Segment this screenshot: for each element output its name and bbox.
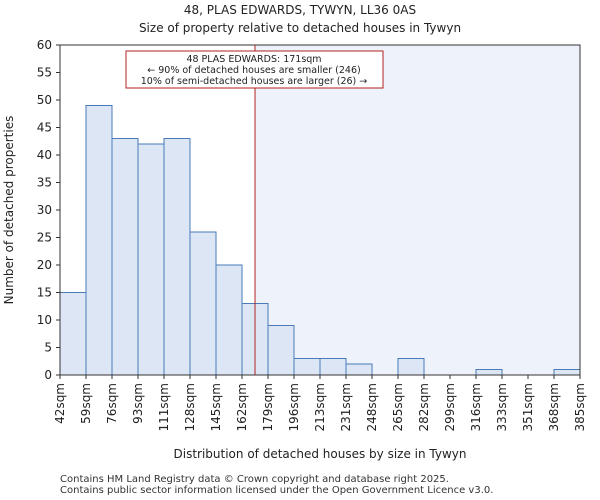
x-tick-label: 265sqm	[391, 383, 405, 431]
x-tick-label: 282sqm	[417, 383, 431, 431]
histogram-bar	[111, 138, 139, 376]
histogram-bar	[475, 369, 503, 376]
chart-title: 48, PLAS EDWARDS, TYWYN, LL36 0AS	[184, 3, 416, 17]
y-tick-label: 15	[37, 286, 52, 300]
x-tick-label: 76sqm	[105, 383, 119, 424]
x-tick-label: 333sqm	[495, 383, 509, 431]
histogram-bar	[319, 358, 347, 376]
x-tick-label: 196sqm	[287, 383, 301, 431]
y-tick-label: 25	[37, 231, 52, 245]
x-tick-label: 179sqm	[261, 383, 275, 431]
x-tick-label: 231sqm	[339, 383, 353, 431]
y-tick-label: 55	[37, 66, 52, 80]
histogram-bar	[293, 358, 321, 376]
x-tick-label: 128sqm	[183, 383, 197, 431]
y-tick-label: 35	[37, 176, 52, 190]
y-tick-label: 60	[37, 38, 52, 52]
footer-licence: Contains public sector information licen…	[60, 485, 494, 496]
x-tick-label: 145sqm	[209, 383, 223, 431]
y-tick-label: 20	[37, 258, 52, 272]
y-tick-label: 10	[37, 313, 52, 327]
y-tick-label: 50	[37, 93, 52, 107]
x-tick-label: 93sqm	[131, 383, 145, 424]
x-tick-label: 42sqm	[53, 383, 67, 424]
histogram-bar	[345, 363, 373, 376]
x-tick-label: 316sqm	[469, 383, 483, 431]
x-axis-label: Distribution of detached houses by size …	[174, 447, 467, 461]
y-tick-label: 5	[44, 341, 52, 355]
annotation-line3: 10% of semi-detached houses are larger (…	[141, 76, 368, 87]
y-axis-label: Number of detached properties	[2, 116, 16, 305]
y-tick-label: 30	[37, 203, 52, 217]
histogram-bar	[59, 292, 87, 376]
larger-region-shade	[255, 45, 580, 375]
x-tick-label: 299sqm	[443, 383, 457, 431]
annotation-line2: ← 90% of detached houses are smaller (24…	[147, 65, 360, 76]
x-tick-label: 248sqm	[365, 383, 379, 431]
x-tick-label: 385sqm	[573, 383, 587, 431]
histogram-bar	[397, 358, 425, 376]
histogram-bar	[189, 231, 217, 376]
histogram-bar	[137, 143, 165, 376]
x-tick-label: 162sqm	[235, 383, 249, 431]
annotation-line1: 48 PLAS EDWARDS: 171sqm	[186, 54, 321, 65]
histogram-bar	[215, 264, 243, 376]
y-tick-label: 40	[37, 148, 52, 162]
histogram-bar	[267, 325, 295, 376]
y-tick-label: 45	[37, 121, 52, 135]
footer-copyright: Contains HM Land Registry data © Crown c…	[60, 474, 449, 485]
chart-subtitle: Size of property relative to detached ho…	[139, 21, 461, 35]
y-tick-label: 0	[44, 368, 52, 382]
annotation-box	[125, 50, 384, 89]
histogram-bar	[85, 105, 113, 376]
x-tick-label: 59sqm	[79, 383, 93, 424]
x-tick-label: 213sqm	[313, 383, 327, 431]
x-tick-label: 111sqm	[157, 383, 171, 431]
histogram-bar	[163, 138, 191, 376]
x-tick-label: 351sqm	[521, 383, 535, 431]
x-tick-label: 368sqm	[547, 383, 561, 431]
histogram-bar	[553, 369, 581, 376]
